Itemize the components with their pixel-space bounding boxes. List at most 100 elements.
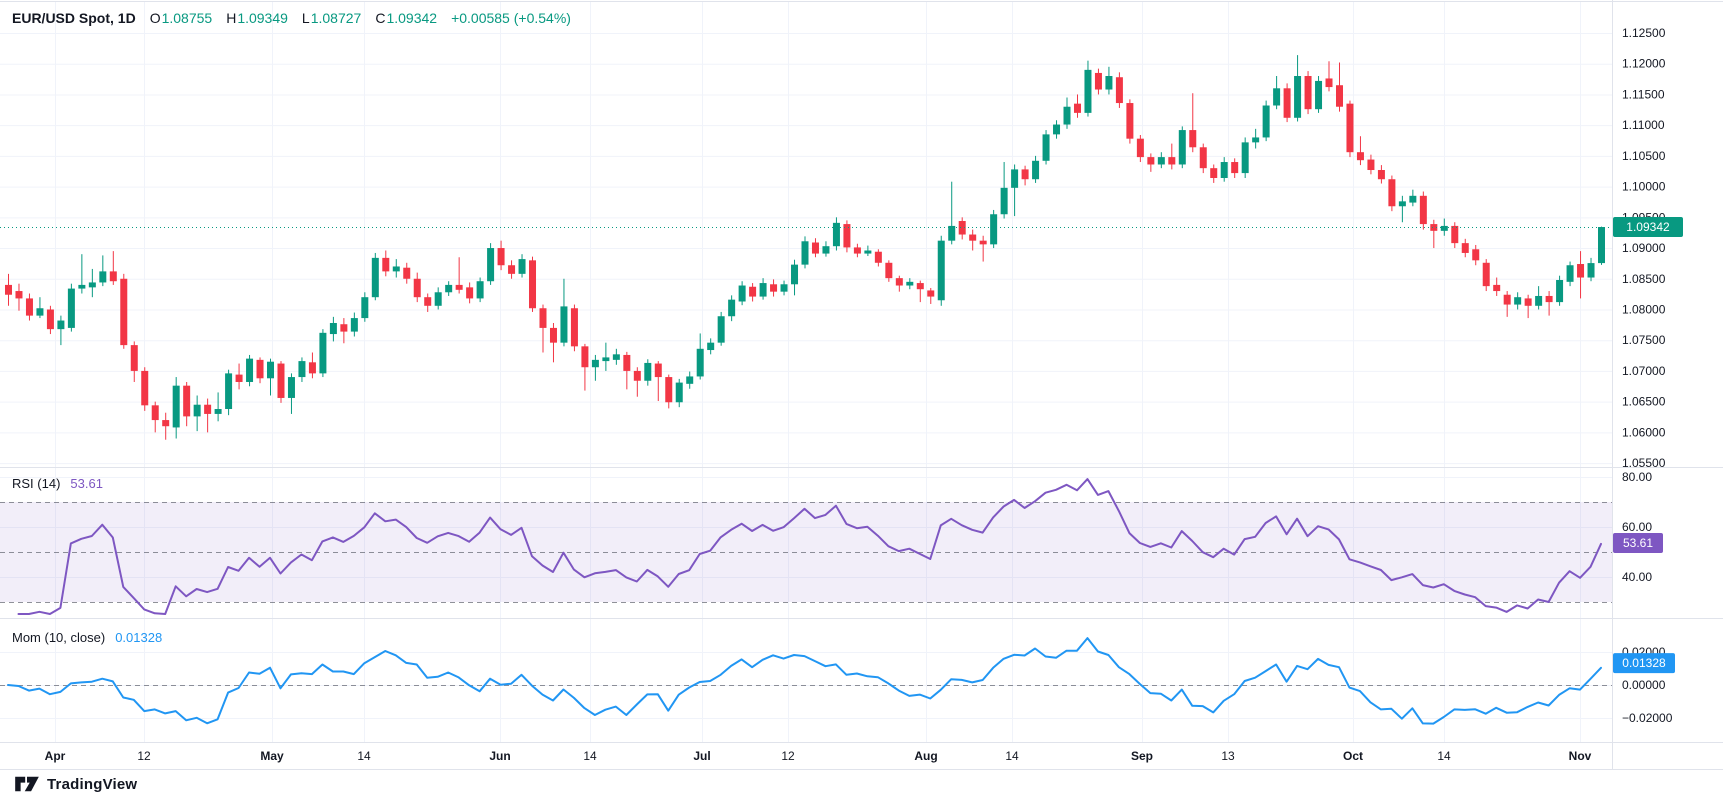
candle-body (1346, 103, 1354, 153)
price-axis-tick: 1.12500 (1622, 26, 1666, 40)
candle-body (1105, 76, 1113, 90)
candle-body (874, 251, 882, 263)
candle-body (1115, 77, 1123, 104)
tradingview-attribution[interactable]: TradingView (14, 774, 137, 794)
candle-body (183, 385, 191, 417)
candle-body (1231, 162, 1239, 174)
candle-body (602, 357, 610, 362)
candle-body (99, 271, 107, 283)
ohlc-close: C1.09342 (375, 10, 437, 26)
candle-body (1294, 76, 1302, 118)
mom-value-badge-bg (1613, 653, 1675, 674)
candle-body (696, 348, 704, 377)
time-axis-month-label: May (260, 749, 284, 763)
change-value: +0.00585 (+0.54%) (451, 10, 571, 26)
candle-body (1556, 279, 1564, 303)
rsi-value: 53.61 (70, 476, 103, 491)
time-axis-day-label: 14 (357, 749, 371, 763)
candle-body (455, 284, 463, 290)
time-axis-day-label: 12 (781, 749, 795, 763)
price-axis-tick: 1.11000 (1622, 118, 1665, 132)
candle-body (1063, 106, 1071, 125)
candle-body (67, 288, 75, 328)
last-price-badge: 1.09342 (1613, 217, 1683, 238)
high-value: 1.09349 (237, 10, 288, 26)
mom-pane[interactable] (0, 618, 1612, 742)
candle-body (1461, 243, 1469, 253)
candle-body (256, 359, 264, 379)
candle-body (539, 308, 547, 328)
candle-body (1545, 295, 1553, 303)
price-axis-tick: 1.06000 (1622, 425, 1666, 439)
candle-body (434, 292, 442, 306)
candle-body (958, 221, 966, 235)
mom-indicator-legend[interactable]: Mom (10, close) 0.01328 (12, 630, 162, 645)
price-axis[interactable]: 1.12500 1.12000 1.11500 1.11000 1.10500 1.100… (1622, 26, 1673, 725)
candle-body (1053, 124, 1061, 135)
candle-body (979, 240, 987, 245)
candle-body (581, 346, 589, 368)
candle-body (25, 298, 33, 316)
price-axis-tick: 1.12000 (1622, 57, 1666, 71)
rsi-pane[interactable] (0, 467, 1612, 618)
candle-body (969, 234, 977, 241)
candle-body (518, 259, 526, 274)
candle-body (361, 297, 369, 319)
candle-body (1000, 187, 1008, 215)
candle-body (225, 373, 233, 410)
time-axis[interactable]: Apr 12 May 14 Jun 14 Jul 12 Aug 14 Sep 13 Oct 14 Nov (45, 749, 1592, 763)
candle-body (529, 260, 537, 309)
low-label: L (301, 10, 310, 26)
time-axis-month-label: Jul (693, 749, 710, 763)
last-price-badge-text: 1.09342 (1626, 220, 1670, 234)
rsi-label[interactable]: RSI (14) (12, 476, 61, 491)
candle-body (1419, 195, 1427, 225)
candle-body (1178, 130, 1186, 165)
candle-body (497, 248, 505, 266)
candle-body (1430, 224, 1438, 231)
candle-body (214, 409, 222, 414)
candle-body (487, 248, 495, 282)
candle-body (864, 250, 872, 254)
candle-body (36, 308, 44, 316)
candle-body (204, 404, 212, 414)
candle-body (287, 377, 295, 398)
candle-body (916, 283, 924, 290)
candle-body (644, 362, 652, 381)
candle-body (1451, 225, 1459, 244)
candle-body (895, 278, 903, 286)
candle-body (466, 287, 474, 299)
candle-body (770, 284, 778, 292)
rsi-indicator-legend[interactable]: RSI (14) 53.61 (12, 476, 103, 491)
candle-body (193, 404, 201, 417)
time-axis-day-label: 14 (1005, 749, 1019, 763)
candle-body (853, 247, 861, 254)
candle-body (340, 324, 348, 332)
candle-body (1514, 297, 1522, 305)
time-axis-day-label: 14 (1437, 749, 1451, 763)
candle-body (1042, 134, 1050, 161)
candle-body (591, 359, 599, 368)
candle-body (1126, 103, 1134, 139)
candle-body (319, 332, 327, 374)
candle-body (623, 354, 631, 371)
price-axis-tick: 1.06500 (1622, 395, 1666, 409)
candle-body (403, 267, 411, 279)
candle-body (1032, 160, 1040, 180)
ohlc-open: O1.08755 (150, 10, 213, 26)
chart-legend[interactable]: EUR/USD Spot, 1D O1.08755 H1.09349 L1.08… (12, 10, 571, 26)
close-label: C (375, 10, 386, 26)
price-pane[interactable] (0, 1, 1612, 467)
ohlc-high: H1.09349 (226, 10, 288, 26)
mom-label[interactable]: Mom (10, close) (12, 630, 106, 645)
candle-body (927, 290, 935, 297)
candle-body (686, 376, 694, 384)
candle-body (46, 309, 54, 330)
candle-body (780, 284, 788, 292)
candle-body (5, 284, 12, 295)
last-price-badge-bg (1613, 217, 1683, 238)
rsi-value-badge-bg (1613, 532, 1663, 553)
rsi-value-badge-text: 53.61 (1623, 536, 1653, 550)
symbol-title[interactable]: EUR/USD Spot, 1D (12, 10, 136, 26)
